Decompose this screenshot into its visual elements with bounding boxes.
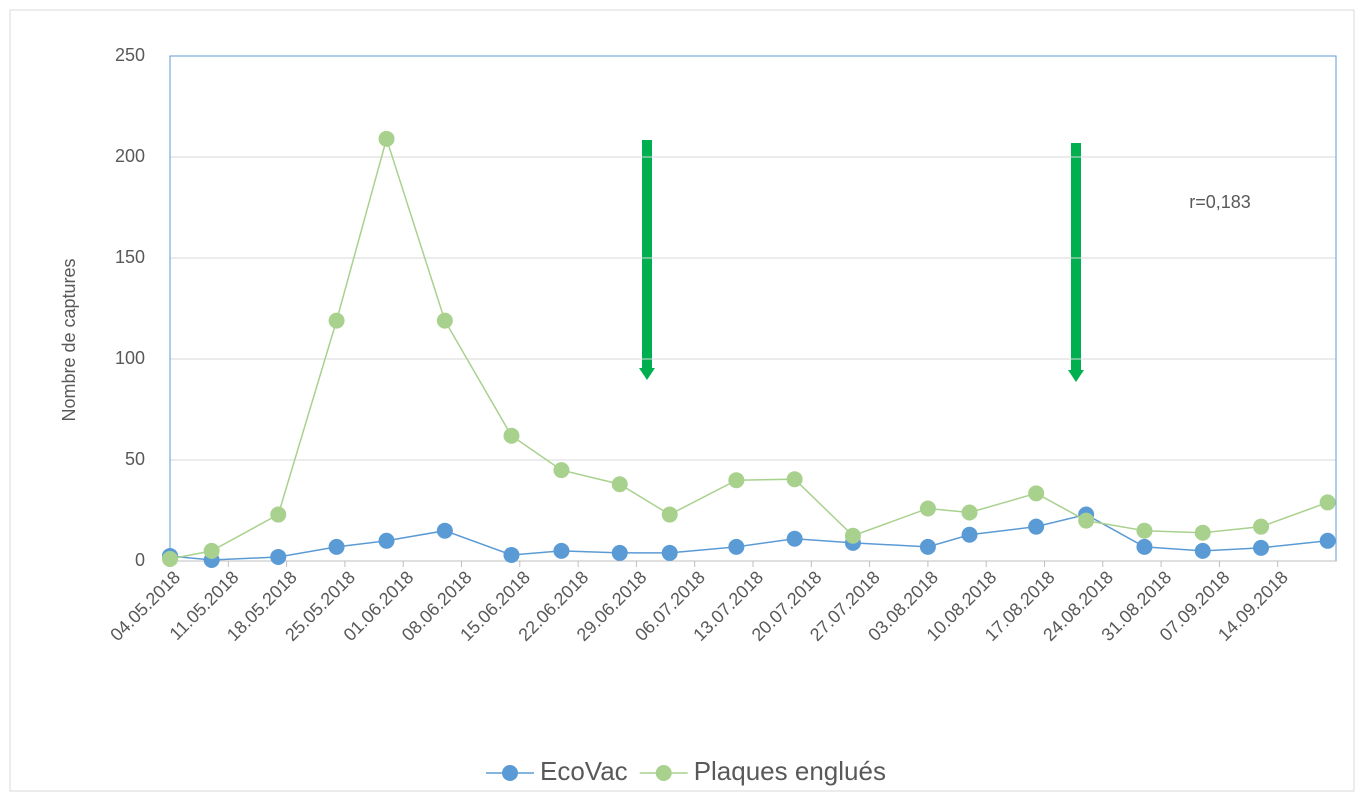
y-tick-label: 200 (115, 146, 145, 166)
chart-border (9, 9, 1355, 792)
y-axis-label: Nombre de captures (59, 258, 79, 421)
data-point (328, 538, 345, 555)
data-point (961, 526, 978, 543)
y-tick-label: 150 (115, 247, 145, 267)
data-point (203, 542, 220, 559)
data-point (503, 427, 520, 444)
data-point (919, 538, 936, 555)
data-point (844, 527, 861, 544)
data-point (436, 522, 453, 539)
data-point (270, 548, 287, 565)
data-point (270, 506, 287, 523)
data-point (1136, 538, 1153, 555)
data-point (1078, 512, 1095, 529)
arrow (1068, 143, 1084, 382)
data-point (553, 462, 570, 479)
y-tick-label: 50 (125, 449, 145, 469)
data-point (328, 312, 345, 329)
data-point (162, 550, 178, 567)
data-point (503, 546, 520, 563)
data-point (728, 538, 745, 555)
data-point (436, 312, 453, 329)
data-point (1319, 532, 1336, 549)
data-point (378, 130, 395, 147)
legend-label: Plaques englués (694, 756, 886, 786)
y-tick-label: 0 (135, 550, 145, 570)
data-point (1194, 542, 1211, 559)
data-point (1028, 485, 1045, 502)
data-point (919, 500, 936, 517)
data-point (611, 476, 628, 493)
y-tick-label: 250 (115, 45, 145, 65)
legend-marker (655, 765, 672, 781)
data-point (661, 506, 678, 523)
data-point (378, 532, 395, 549)
data-point (1253, 539, 1270, 556)
data-point (553, 542, 570, 559)
data-point (1319, 494, 1336, 511)
data-point (611, 544, 628, 561)
data-point (1028, 518, 1045, 535)
data-point (961, 504, 978, 521)
data-point (1194, 524, 1211, 541)
annotation: r=0,183 (1189, 192, 1251, 212)
data-point (786, 530, 803, 547)
data-point (728, 472, 745, 489)
data-point (661, 544, 678, 561)
data-point (786, 471, 803, 488)
y-tick-label: 100 (115, 348, 145, 368)
data-point (1253, 518, 1270, 535)
data-point (1136, 522, 1153, 539)
arrow (639, 140, 655, 380)
legend-label: EcoVac (540, 756, 628, 786)
legend-marker (502, 765, 518, 781)
